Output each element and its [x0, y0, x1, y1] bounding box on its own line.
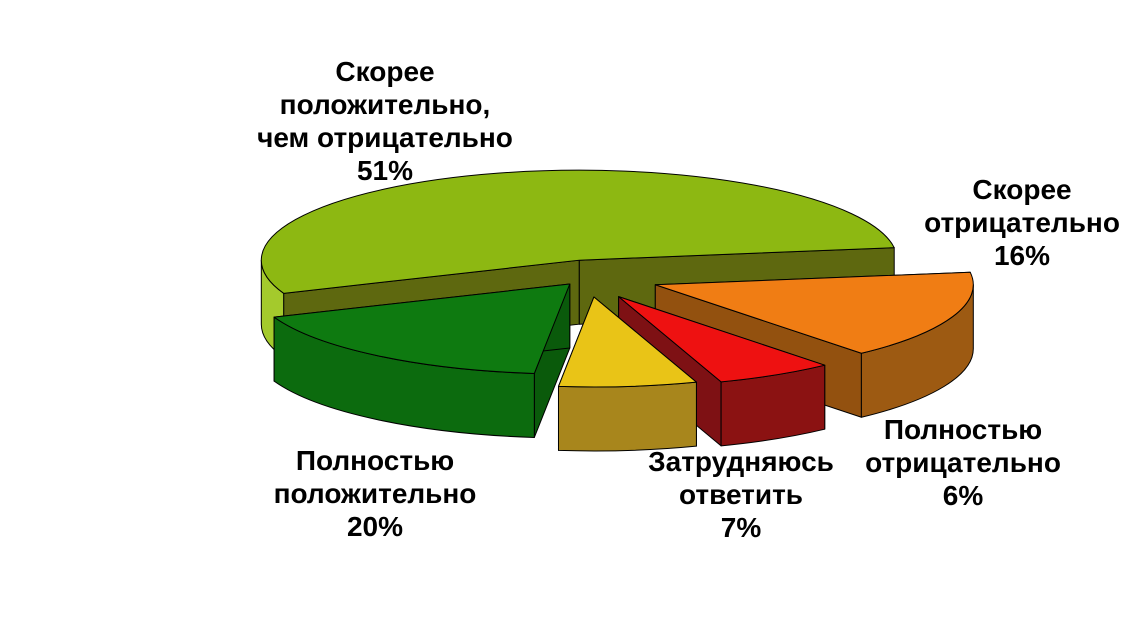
slice-label-difficult-to-answer: Затрудняюсь ответить 7%	[648, 446, 834, 543]
pie-slice-1	[273, 283, 571, 438]
slice-2-rim-wall	[557, 381, 697, 452]
slice-4-top-face	[654, 271, 974, 354]
slice-label-fully-positive: Полностью положительно 20%	[273, 445, 477, 542]
slice-label-rather-positive: Скорее положительно, чем отрицательно 51…	[257, 56, 513, 186]
slice-3-top-face	[618, 296, 826, 383]
slice-label-rather-negative: Скорее отрицательно 16%	[924, 174, 1120, 271]
slice-1-top-face	[273, 283, 571, 374]
pie-slice-2	[557, 296, 697, 452]
slice-2-top-face	[557, 296, 697, 388]
slice-0-top-face	[260, 169, 895, 294]
slice-label-fully-negative: Полностью отрицательно 6%	[865, 414, 1061, 511]
